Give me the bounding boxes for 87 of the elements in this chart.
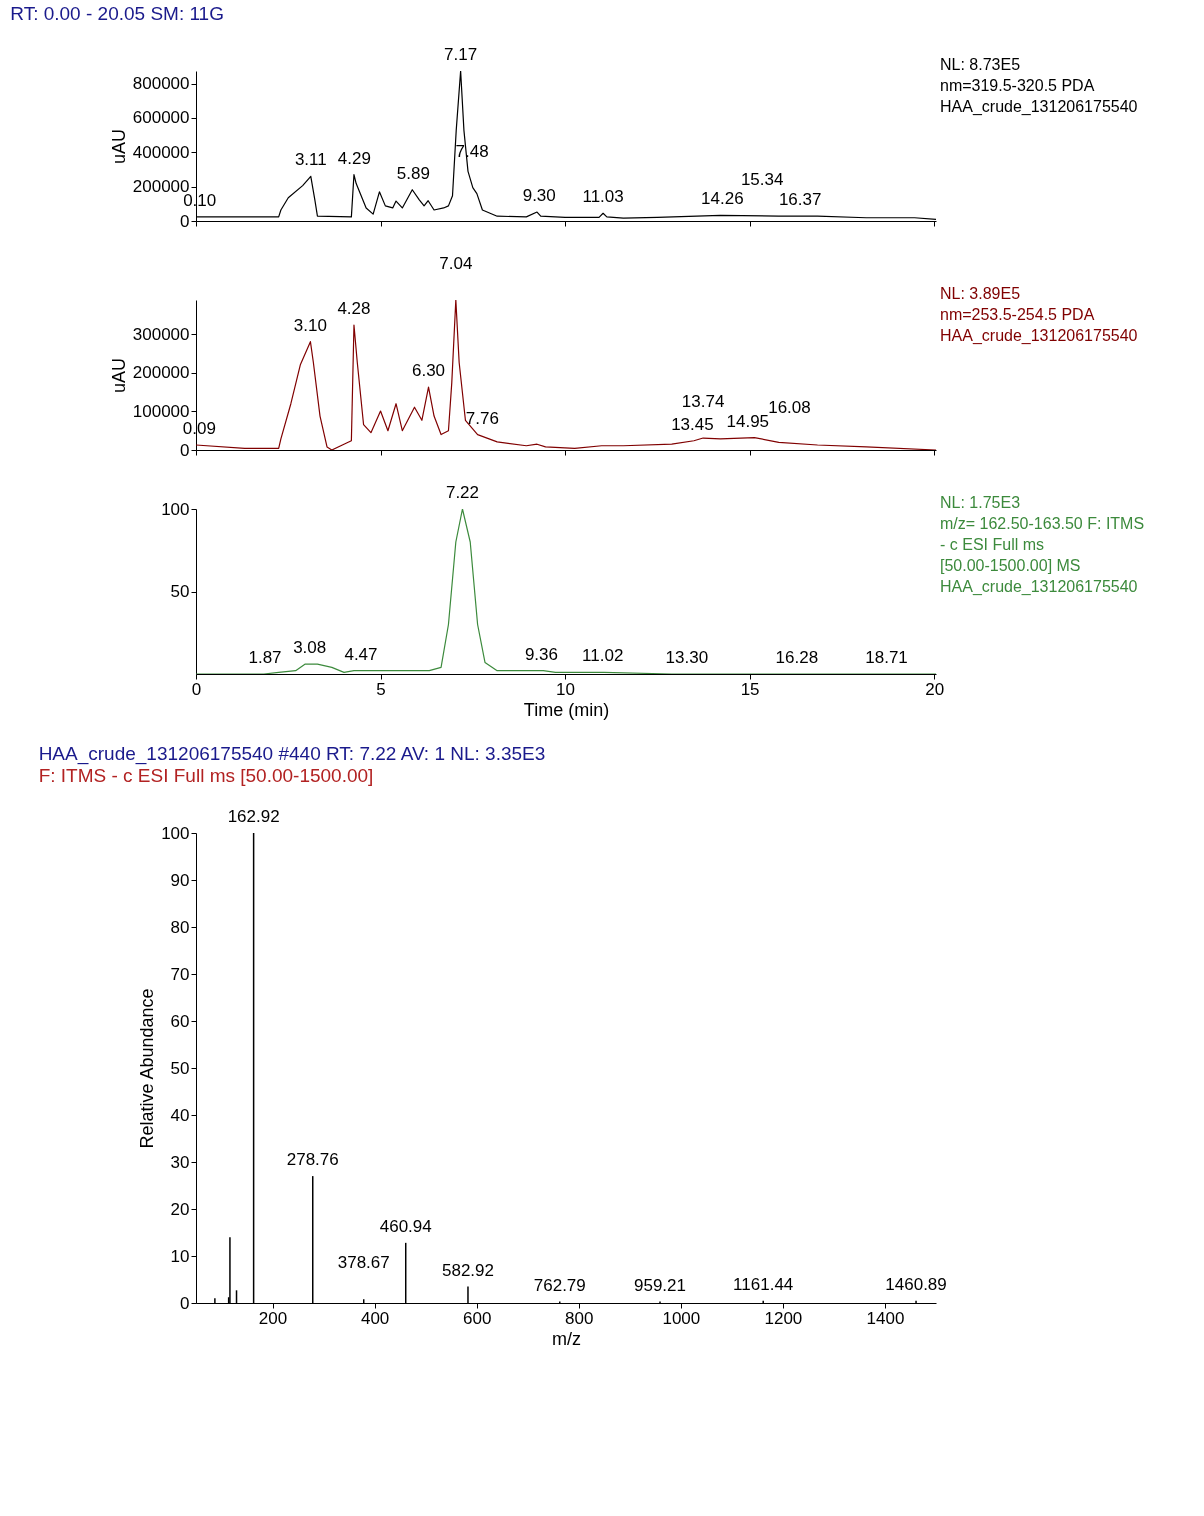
y-tick-label: 600000 [132, 108, 190, 128]
annotation: 5.89 [396, 163, 430, 183]
x-tick-label: 600 [463, 1308, 492, 1328]
y-tick-label: 60 [170, 1011, 190, 1031]
annotation: 4.29 [337, 148, 371, 168]
text: HAA_crude_131206175540 [940, 98, 1138, 116]
y-tick-label: 0 [180, 440, 190, 460]
annotation: 16.08 [768, 398, 811, 418]
text: HAA_crude_131206175540 [940, 327, 1138, 345]
y-tick-label: 10 [170, 1246, 190, 1266]
text: NL: 3.89E5 [940, 285, 1021, 302]
y-tick-label: 90 [170, 870, 190, 890]
y-tick-label: 70 [170, 964, 190, 984]
annotation: 18.71 [865, 648, 908, 667]
chart-title: RT: 0.00 - 20.05 SM: 11G [10, 3, 224, 24]
y-axis-title: Relative Abundance [137, 988, 158, 1149]
chart-title: HAA_crude_131206175540 #440 RT: 7.22 AV: 1 NL: 3.35E3 [38, 743, 546, 765]
x-tick-label: 400 [360, 1308, 390, 1328]
y-tick-label: 300000 [132, 324, 190, 344]
text: nm=319.5-320.5 PDA [940, 77, 1095, 94]
annotation: 959.21 [634, 1275, 687, 1295]
annotation: 11.02 [582, 646, 624, 666]
y-tick-label: 50 [170, 582, 190, 601]
y-tick-label: 0 [180, 211, 190, 231]
text: NL: 8.73E5 [940, 56, 1021, 73]
annotation: 3.10 [293, 315, 327, 335]
y-tick-label: 40 [170, 1105, 190, 1125]
annotation: 460.94 [379, 1216, 432, 1236]
annotation: 1460.89 [885, 1274, 947, 1294]
annotation: 378.67 [337, 1253, 390, 1273]
x-tick-label: 200 [258, 1308, 288, 1328]
annotation: 14.26 [701, 189, 744, 209]
chart-subtitle: F: ITMS - c ESI Full ms [50.00-1500.00] [38, 765, 374, 786]
annotation: 13.45 [671, 414, 714, 434]
x-tick-label: 1000 [662, 1308, 701, 1328]
annotation: 15.34 [740, 169, 784, 189]
text: m/z= 162.50-163.50 F: ITMS [940, 515, 1145, 532]
annotation: 3.08 [293, 638, 327, 658]
y-tick-label: 400000 [132, 142, 190, 162]
annotation: 6.30 [411, 361, 446, 381]
annotation: 4.47 [344, 644, 378, 664]
annotation: 13.30 [665, 648, 709, 667]
y-tick-label: 80 [170, 917, 190, 937]
annotation: 1.87 [248, 648, 282, 667]
annotation: 14.95 [726, 411, 770, 431]
x-tick-label: 20 [925, 679, 945, 699]
annotation: 162.92 [227, 807, 280, 826]
annotation: 16.28 [775, 648, 819, 667]
x-tick-label: 1400 [866, 1308, 905, 1328]
annotation: 7.22 [445, 483, 480, 502]
x-tick-label: 1200 [764, 1308, 803, 1328]
annotation: 582.92 [441, 1260, 494, 1280]
y-tick-label: 100 [161, 823, 190, 843]
text: [50.00-1500.00] MS [940, 557, 1081, 574]
x-tick-label: 800 [565, 1308, 594, 1328]
annotation: 278.76 [286, 1150, 339, 1170]
annotation: 16.37 [778, 190, 822, 210]
annotation: 7.76 [465, 408, 499, 428]
x-tick-label: 5 [376, 679, 386, 699]
x-tick-label: 10 [556, 679, 576, 699]
annotation: 3.11 [294, 150, 327, 170]
annotation: 9.30 [522, 186, 556, 206]
y-tick-label: 100000 [132, 401, 190, 421]
y-tick-label: 0 [180, 1293, 190, 1313]
y-tick-label: 800000 [132, 74, 190, 94]
y-tick-label: 30 [170, 1152, 190, 1172]
text: NL: 1.75E3 [940, 494, 1021, 511]
annotation: 4.28 [337, 299, 371, 319]
y-tick-label: 20 [170, 1199, 190, 1219]
annotation: 7.17 [444, 45, 478, 64]
x-tick-label: 15 [740, 679, 760, 699]
y-axis-title: uAU [108, 128, 129, 165]
annotation: 1161.44 [733, 1274, 794, 1294]
annotation: 13.74 [681, 392, 725, 412]
annotation: 7.04 [439, 254, 473, 273]
text: - c ESI Full ms [940, 536, 1045, 553]
y-tick-label: 100 [161, 499, 190, 519]
annotation: 9.36 [524, 644, 558, 664]
text: HAA_crude_131206175540 [940, 578, 1138, 596]
x-axis-title: m/z [552, 1328, 581, 1349]
annotation: 11.03 [582, 187, 624, 207]
x-axis-title: Time (min) [523, 699, 610, 720]
y-tick-label: 50 [170, 1058, 190, 1078]
y-axis-title: uAU [108, 357, 129, 394]
y-tick-label: 200000 [132, 363, 190, 383]
annotation: 762.79 [533, 1275, 586, 1295]
text: nm=253.5-254.5 PDA [940, 306, 1095, 323]
